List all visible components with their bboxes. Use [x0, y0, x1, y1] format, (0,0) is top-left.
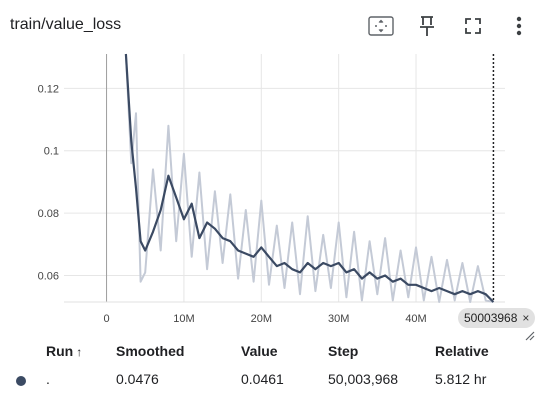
value-header[interactable]: Value [241, 343, 278, 359]
more-options-button[interactable] [496, 12, 542, 40]
step-badge-label: 50003968 [464, 311, 518, 325]
line-chart[interactable]: 0.06 0.08 0.1 0.12 0 10M 20M 30M 40M [0, 48, 552, 340]
raw-series-layer [124, 53, 494, 303]
fit-domain-button[interactable] [358, 12, 404, 40]
step-value: 50,003,968 [328, 371, 399, 387]
x-tick-label: 30M [328, 313, 349, 325]
sort-arrow-icon: ↑ [76, 345, 83, 359]
x-tick-label: 40M [405, 313, 426, 325]
smoothed-series-layer [124, 53, 495, 303]
more-vert-icon [516, 16, 522, 36]
step-header[interactable]: Step [328, 343, 359, 359]
tick-label-layer: 0.06 0.08 0.1 0.12 0 10M 20M 30M 40M [38, 54, 495, 325]
y-tick-label: 0.06 [38, 270, 59, 282]
smoothed-header[interactable]: Smoothed [116, 343, 185, 359]
y-tick-label: 0.08 [38, 208, 59, 220]
pin-button[interactable] [404, 12, 450, 40]
run-header[interactable]: Run ↑ [46, 343, 83, 359]
y-tick-label: 0.12 [38, 83, 59, 95]
close-icon[interactable]: × [522, 311, 530, 325]
card-title: train/value_loss [10, 16, 122, 33]
smoothed-value: 0.0476 [116, 371, 159, 387]
run-color-swatch [16, 376, 26, 386]
x-tick-label: 20M [251, 313, 272, 325]
card-toolbar [358, 12, 542, 40]
relative-value: 5.812 hr [435, 371, 487, 387]
grid-layer [64, 54, 505, 303]
resize-handle-icon[interactable] [524, 330, 536, 342]
fullscreen-icon [465, 18, 481, 34]
x-tick-label: 10M [173, 313, 194, 325]
raw-value: 0.0461 [241, 371, 284, 387]
y-tick-label: 0.1 [44, 146, 59, 158]
table-row[interactable]: . 0.0476 0.0461 50,003,968 5.812 hr [0, 368, 552, 392]
fullscreen-button[interactable] [450, 12, 496, 40]
table-header-row: Run ↑ Smoothed Value Step Relative [0, 340, 552, 364]
fit-domain-icon [368, 16, 394, 36]
pin-icon [420, 16, 434, 36]
relative-header[interactable]: Relative [435, 343, 489, 359]
smoothed-series-line [124, 53, 495, 303]
step-badge[interactable]: 50003968 × [458, 308, 536, 328]
raw-series-line [124, 53, 494, 303]
run-name: . [46, 371, 50, 387]
x-tick-label: 0 [103, 313, 109, 325]
